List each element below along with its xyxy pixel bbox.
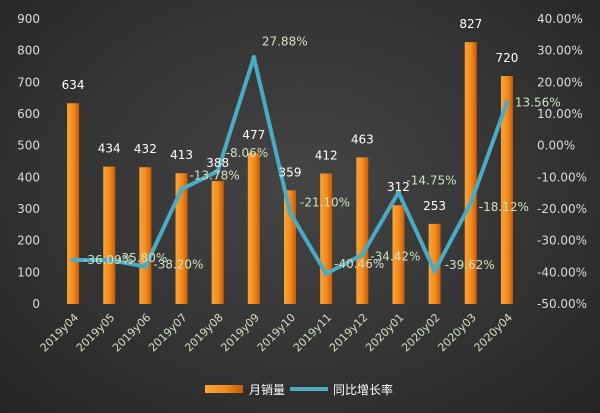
bar	[103, 166, 116, 304]
right-axis: -50.00% -40.00% -30.00% -20.00% -10.00% 0.00%…	[537, 12, 587, 311]
y-right-tick-label: -20.00%	[537, 202, 587, 216]
line-point	[215, 168, 221, 174]
bar-value-label: 434	[98, 142, 121, 156]
x-tick-label: 2019y10	[255, 311, 298, 354]
line-value-label: -21.10%	[300, 195, 350, 209]
bar-value-label: 634	[62, 78, 85, 92]
bar-value-label: 432	[134, 142, 157, 156]
y-left-tick-label: 700	[17, 75, 40, 89]
bar-value-label: 253	[423, 199, 446, 213]
pct-labels: -36.09%-35.80%-38.20% -13.78% -8.06% 27.88%…	[83, 34, 561, 272]
line-point	[179, 186, 185, 192]
line-point	[70, 257, 76, 263]
left-axis: 0 100 200 300 400 500 600 700 800 900	[17, 12, 40, 311]
line-value-label: -14.75%	[406, 173, 456, 187]
bar-labels: 634 434 432 413 388 477 359 412 463 312 253 827 720	[62, 17, 519, 213]
line-point	[287, 209, 293, 215]
line-value-label: 27.88%	[262, 34, 308, 48]
line-point	[142, 264, 148, 270]
bar-value-label: 312	[387, 180, 410, 194]
bar-value-label: 463	[351, 132, 374, 146]
y-left-tick-label: 300	[17, 202, 40, 216]
x-tick-label: 2019y11	[291, 311, 334, 354]
x-tick-label: 2019y04	[38, 311, 81, 354]
y-left-tick-label: 900	[17, 12, 40, 26]
y-right-tick-label: -30.00%	[537, 234, 587, 248]
bar	[356, 157, 369, 304]
bar	[500, 76, 513, 304]
y-right-tick-label: 40.00%	[537, 12, 583, 26]
x-tick-label: 2019y08	[182, 311, 225, 354]
x-tick-label: 2019y12	[327, 311, 370, 354]
x-tick-label: 2020y03	[435, 311, 478, 354]
x-tick-label: 2020y02	[399, 311, 442, 354]
x-tick-label: 2020y04	[472, 311, 515, 354]
y-right-tick-label: -50.00%	[537, 297, 587, 311]
bar	[67, 103, 80, 304]
bar	[320, 173, 333, 304]
legend-swatch-bar	[205, 385, 243, 393]
bar-value-label: 412	[315, 149, 338, 163]
bar	[175, 173, 188, 304]
y-left-tick-label: 100	[17, 265, 40, 279]
bar	[247, 152, 260, 304]
legend-label-bar: 月销量	[249, 383, 285, 397]
legend-label-line: 同比增长率	[333, 382, 393, 397]
line-point	[359, 252, 365, 258]
y-right-tick-label: 20.00%	[537, 75, 583, 89]
y-right-tick-label: 0.00%	[537, 139, 575, 153]
line-value-label: -13.78%	[190, 168, 240, 182]
bar-value-label: 359	[279, 165, 302, 179]
line-point	[432, 268, 438, 274]
bar-value-label: 720	[495, 51, 518, 65]
bar	[464, 42, 477, 304]
line-point	[106, 257, 112, 263]
y-left-tick-label: 800	[17, 44, 40, 58]
line-value-label: -40.46%	[334, 257, 384, 271]
category-labels: 2019y042019y052019y062019y072019y082019y…	[38, 311, 515, 354]
y-right-tick-label: -10.00%	[537, 170, 587, 184]
y-right-tick-label: -40.00%	[537, 265, 587, 279]
x-tick-label: 2019y05	[74, 311, 117, 354]
bar-value-label: 388	[206, 156, 229, 170]
line-value-label: -36.09%	[83, 253, 133, 267]
line-value-label: -8.06%	[226, 146, 268, 160]
y-right-tick-label: 30.00%	[537, 44, 583, 58]
line-point	[504, 100, 510, 106]
line-series	[70, 54, 510, 277]
line-point	[251, 54, 257, 60]
line-value-label: -38.20%	[153, 258, 203, 272]
line-value-label: 13.56%	[515, 96, 561, 110]
line-value-label: -39.62%	[445, 258, 495, 272]
x-tick-label: 2019y06	[110, 311, 153, 354]
y-left-tick-label: 400	[17, 170, 40, 184]
bar	[139, 167, 152, 304]
bar	[392, 205, 405, 304]
bar-value-label: 413	[170, 148, 193, 162]
y-left-tick-label: 500	[17, 139, 40, 153]
line-value-label: -35.80%	[117, 251, 167, 265]
y-left-tick-label: 200	[17, 234, 40, 248]
x-tick-label: 2019y07	[146, 311, 189, 354]
bar-value-label: 477	[242, 128, 265, 142]
line-point	[395, 189, 401, 195]
y-left-tick-label: 0	[32, 297, 40, 311]
line-value-label: -18.12%	[479, 200, 529, 214]
line-point	[323, 271, 329, 277]
x-tick-label: 2019y09	[218, 311, 261, 354]
bar	[428, 223, 441, 304]
line-point	[468, 200, 474, 206]
line-value-label: -34.42%	[370, 250, 420, 264]
x-tick-label: 2020y01	[363, 311, 406, 354]
legend: 月销量 同比增长率	[205, 382, 393, 397]
bar	[211, 181, 224, 304]
bar-value-label: 827	[459, 17, 482, 31]
y-right-tick-label: 10.00%	[537, 107, 583, 121]
y-left-tick-label: 600	[17, 107, 40, 121]
